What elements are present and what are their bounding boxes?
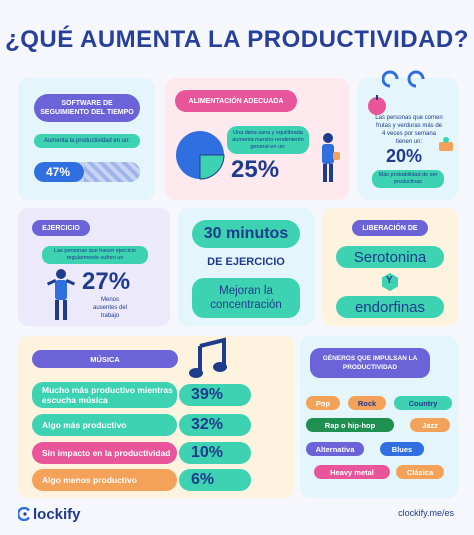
- ejercicio-desc-text: Las personas que hacen ejercicio regular…: [54, 248, 136, 261]
- minutos-line2-text: DE EJERCICIO: [207, 256, 285, 268]
- minutos-line2: DE EJERCICIO: [192, 252, 300, 272]
- software-progress-bar: 47%: [34, 162, 140, 182]
- music-row-value: 6%: [179, 469, 251, 491]
- ejercicio-header-text: EJERCICIO: [42, 224, 80, 232]
- music-row-label: Sin impacto en la productividad: [32, 442, 177, 464]
- music-row-value: 32%: [179, 414, 251, 436]
- card-software: SOFTWARE DE SEGUIMIENTO DEL TIEMPO Aumen…: [18, 78, 155, 200]
- music-note-icon: [189, 337, 227, 378]
- card-frutas: Las personas que comen frutas y verduras…: [358, 70, 458, 200]
- music-row-label: Algo más productivo: [32, 414, 177, 436]
- frutas-sub-text: Más probabilidad de ser productivas: [378, 172, 438, 185]
- liberacion-word2: endorfinas: [336, 296, 444, 318]
- page-title: ¿QUÉ AUMENTA LA PRODUCTIVIDAD?: [5, 26, 469, 53]
- minutos-line3-text: Mejoran la concentración: [210, 285, 282, 311]
- music-row-label: Mucho más productivo mientras escucha mú…: [32, 382, 177, 408]
- software-value: 47%: [46, 165, 71, 179]
- calendar-rings-icon: [382, 70, 425, 88]
- genre-tag: Pop: [306, 396, 340, 410]
- liberacion-header: LIBERACIÓN DE: [352, 220, 428, 236]
- music-row-value: 10%: [179, 442, 251, 464]
- frutas-desc: Las personas que comen frutas y verduras…: [375, 115, 443, 145]
- alimentacion-value: 25%: [231, 156, 280, 183]
- music-row-label: Algo menos productivo: [32, 469, 177, 491]
- ejercicio-value: 27%: [82, 268, 131, 295]
- minutos-line1-text: 30 minutos: [203, 225, 289, 242]
- software-header-text: SOFTWARE DE SEGUIMIENTO DEL TIEMPO: [40, 100, 134, 116]
- software-desc-text: Aumenta la productividad en un:: [43, 138, 131, 144]
- ejercicio-desc: Las personas que hacen ejercicio regular…: [42, 246, 148, 264]
- fruit-basket-icon: [439, 137, 453, 151]
- frutas-sub: Más probabilidad de ser productivas: [372, 170, 444, 188]
- alimentacion-desc: Una dieta sana y equilibrada aumenta nue…: [227, 126, 309, 154]
- genre-tag: Country: [394, 396, 452, 410]
- pie-chart-icon: [176, 131, 225, 180]
- footer-logo[interactable]: lockify: [18, 504, 81, 524]
- ejercicio-sub: Menos ausentes del trabajo: [92, 297, 128, 319]
- liberacion-connector: Y: [386, 275, 393, 286]
- genre-tag: Clásica: [396, 465, 444, 479]
- liberacion-word1-text: Serotonina: [353, 248, 427, 266]
- card-minutos: 30 minutos DE EJERCICIO Mejoran la conce…: [178, 208, 314, 326]
- genre-tag: Blues: [380, 442, 424, 456]
- liberacion-header-text: LIBERACIÓN DE: [362, 224, 418, 232]
- software-header: SOFTWARE DE SEGUIMIENTO DEL TIEMPO: [34, 94, 140, 122]
- genre-tag: Alternativa: [306, 442, 364, 456]
- genre-tag: Rock: [348, 396, 386, 410]
- clockify-logo-icon: [18, 507, 30, 521]
- generos-header-text: GÉNEROS QUE IMPULSAN LA PRODUCTIVIDAD: [322, 355, 418, 371]
- exercising-person-icon: [46, 269, 76, 320]
- ejercicio-header: EJERCICIO: [32, 220, 90, 236]
- generos-header: GÉNEROS QUE IMPULSAN LA PRODUCTIVIDAD: [310, 348, 430, 378]
- frutas-value: 20%: [386, 146, 423, 166]
- genre-tag: Rap o hip-hop: [306, 418, 394, 432]
- alimentacion-header: ALIMENTACIÓN ADECUADA: [175, 90, 297, 112]
- footer-url[interactable]: clockify.me/es: [398, 508, 454, 518]
- software-progress-stripes: [84, 162, 140, 182]
- card-liberacion: LIBERACIÓN DE Serotonina Y endorfinas: [322, 208, 458, 326]
- minutos-line1: 30 minutos: [192, 220, 300, 248]
- card-ejercicio: EJERCICIO Las personas que hacen ejercic…: [18, 208, 170, 326]
- apple-icon: [368, 95, 386, 115]
- minutos-line3: Mejoran la concentración: [192, 278, 300, 318]
- genre-tag: Heavy metal: [314, 465, 390, 479]
- liberacion-word1: Serotonina: [336, 246, 444, 268]
- software-progress-fill: [34, 162, 84, 182]
- alimentacion-desc-text: Una dieta sana y equilibrada aumenta nue…: [232, 129, 304, 150]
- musica-header-text: MÚSICA: [90, 354, 120, 364]
- alimentacion-header-text: ALIMENTACIÓN ADECUADA: [188, 97, 284, 105]
- hexagon-icon: [382, 273, 398, 291]
- music-row-value: 39%: [179, 384, 251, 406]
- liberacion-word2-text: endorfinas: [354, 298, 426, 316]
- footer-logo-text: lockify: [33, 505, 81, 523]
- genre-tag: Jazz: [410, 418, 450, 432]
- software-desc: Aumenta la productividad en un:: [34, 134, 140, 148]
- person-icon: [322, 133, 340, 182]
- musica-header: MÚSICA: [32, 350, 178, 368]
- card-alimentacion: ALIMENTACIÓN ADECUADA Una dieta sana y e…: [165, 78, 349, 200]
